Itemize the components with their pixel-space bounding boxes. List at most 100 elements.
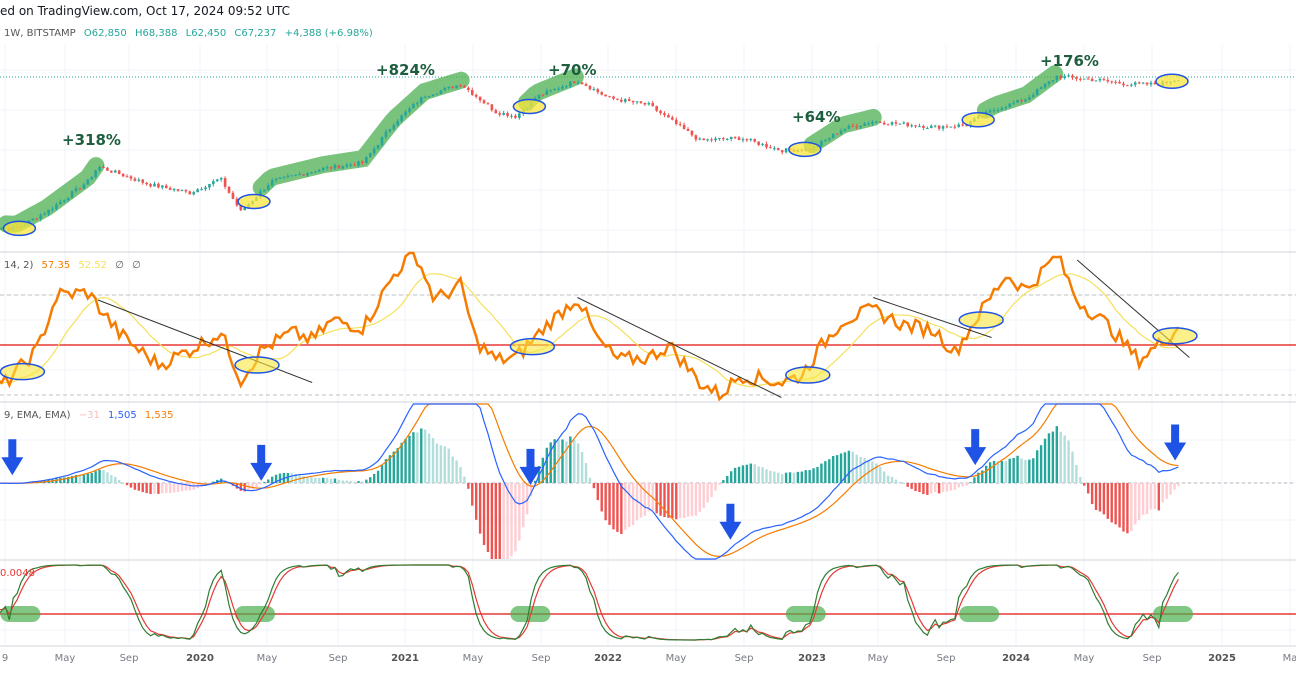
histogram-bar [722, 480, 725, 483]
histogram-bar [765, 469, 768, 483]
candle [655, 106, 658, 111]
histogram-bar [600, 483, 603, 512]
x-tick-label: May [256, 653, 278, 664]
histogram-bar [937, 483, 941, 494]
gain-annotation: +176% [1040, 52, 1099, 70]
candle [1051, 80, 1055, 82]
rsi-ma-line [0, 273, 1179, 388]
low-value: L62,450 [185, 28, 227, 39]
candle [416, 103, 419, 105]
candle [831, 133, 835, 139]
histogram-bar [157, 483, 160, 494]
histogram-bar [804, 470, 807, 483]
histogram-bar [1035, 450, 1039, 483]
histogram-bar [1102, 483, 1106, 515]
candle [482, 100, 486, 104]
histogram-bar [529, 483, 533, 497]
histogram-bar [769, 470, 772, 483]
candle [1086, 78, 1090, 80]
histogram-bar [1122, 483, 1125, 532]
candle [910, 125, 913, 127]
candle [518, 113, 521, 118]
histogram-bar [1173, 483, 1176, 490]
histogram-bar [357, 481, 360, 483]
histogram-bar [953, 483, 956, 490]
candle [317, 170, 321, 172]
oscillator-signal-pill [1153, 606, 1193, 622]
candle [541, 94, 545, 96]
buy-signal-ellipse [1155, 73, 1189, 90]
candle [922, 126, 925, 128]
x-tick-label: 2025 [1208, 653, 1236, 664]
candle [208, 184, 211, 188]
candle [78, 188, 82, 190]
histogram-bar [553, 439, 556, 483]
candle [1149, 82, 1153, 85]
histogram-bar [482, 483, 486, 546]
histogram-bar [208, 483, 211, 484]
candle [94, 170, 97, 178]
histogram-bar [274, 474, 278, 483]
histogram-bar [1028, 459, 1031, 483]
candle [180, 190, 184, 192]
histogram-bar [726, 476, 729, 483]
histogram-bar [137, 483, 140, 491]
candle [368, 153, 372, 158]
histogram-bar [235, 483, 239, 489]
candle [576, 82, 580, 84]
histogram-bar [498, 483, 501, 559]
candle [1028, 97, 1031, 100]
candle [572, 81, 576, 84]
candle [878, 121, 882, 123]
histogram-bar [992, 460, 996, 483]
macd-legend: 9, EMA, EMA) −31 1,505 1,535 [4, 410, 179, 421]
candle [86, 179, 90, 185]
candle [937, 125, 941, 129]
candle [172, 189, 176, 191]
symbol-label[interactable]: 1W, BITSTAMP [4, 28, 76, 39]
histogram-bar [777, 472, 780, 483]
histogram-bar [718, 483, 721, 485]
candle [718, 138, 721, 140]
candle [1075, 77, 1078, 79]
histogram-bar [255, 483, 258, 488]
candle [608, 96, 611, 98]
histogram-bar [882, 471, 886, 483]
histogram-bar [561, 439, 564, 483]
candle [859, 125, 862, 128]
histogram-bar [545, 447, 548, 483]
histogram-bar [329, 478, 333, 483]
macd-params[interactable]: 9, EMA, EMA) [4, 410, 71, 421]
histogram-bar [239, 483, 242, 491]
candle [898, 123, 902, 125]
candle [1008, 103, 1012, 108]
histogram-bar [474, 483, 478, 520]
macd-signal-line [0, 403, 1179, 557]
candle [380, 137, 384, 145]
histogram-bar [176, 483, 180, 492]
rsi-params[interactable]: 14, 2) [4, 260, 34, 271]
candle [627, 99, 631, 101]
candle [282, 176, 286, 178]
histogram-bar [749, 463, 752, 483]
candle [761, 143, 764, 145]
candle [455, 85, 458, 89]
candle [1133, 82, 1137, 85]
candle [263, 189, 266, 192]
gain-annotation: +64% [792, 108, 841, 126]
candle [996, 109, 1000, 111]
histogram-bar [1059, 431, 1062, 483]
histogram-bar [710, 483, 713, 498]
candle [1039, 87, 1043, 90]
candle [168, 188, 172, 190]
candle [121, 174, 125, 177]
candle [35, 218, 39, 220]
histogram-bar [502, 483, 505, 559]
histogram-bar [753, 464, 756, 483]
histogram-bar [690, 483, 694, 517]
histogram-bar [392, 451, 395, 483]
uptrend-highlight [517, 68, 584, 112]
candle [1000, 108, 1004, 110]
candle [412, 104, 415, 109]
